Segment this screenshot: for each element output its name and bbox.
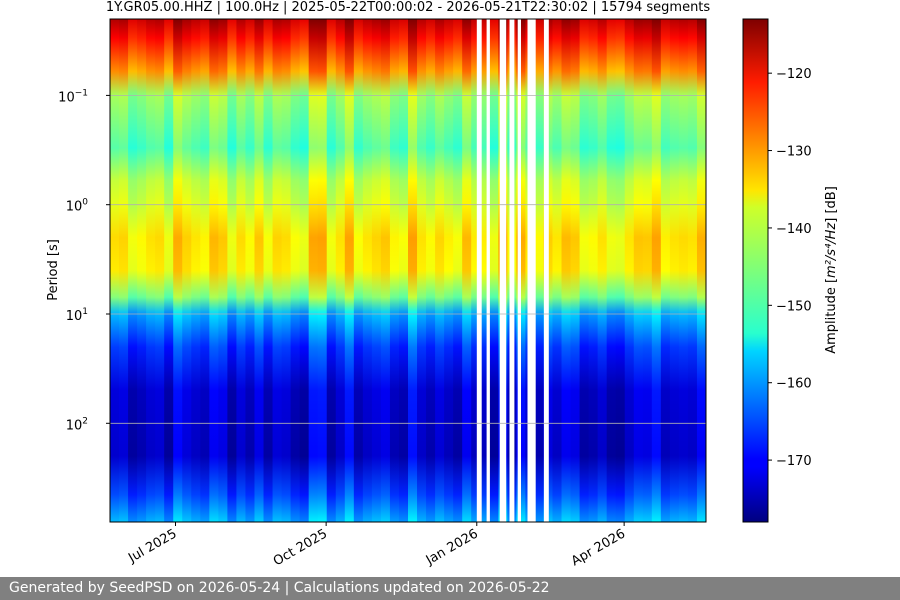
heatmap-column [371, 19, 382, 522]
colorbar-tick-label: −150 [776, 299, 812, 314]
plot-area [109, 18, 707, 523]
x-tick-label: Jul 2025 [125, 526, 179, 566]
heatmap-column [516, 19, 526, 522]
heatmap-column [444, 19, 454, 522]
heatmap-column [534, 19, 545, 522]
footer-text: Generated by SeedPSD on 2026-05-24 | Cal… [9, 580, 550, 596]
colorbar-label-suffix: ] [dB] [824, 186, 839, 223]
plot-frame [109, 18, 707, 523]
heatmap-column [687, 19, 698, 522]
heatmap-column [489, 19, 499, 522]
heatmap-column [660, 19, 671, 522]
colorbar-label-prefix: Amplitude [ [824, 278, 839, 354]
heatmap-column [263, 19, 274, 522]
heatmap-column [389, 19, 400, 522]
colorbar-scale [742, 18, 769, 523]
y-tick-label: 102 [66, 416, 88, 433]
heatmap-column [579, 19, 590, 522]
heatmap-column [669, 19, 680, 522]
heatmap-column [137, 19, 147, 522]
heatmap-column [110, 19, 120, 522]
colorbar-tick-label: −170 [776, 454, 812, 469]
y-tick-label: 101 [66, 307, 88, 324]
heatmap-column [272, 19, 283, 522]
heatmap-column [570, 19, 581, 522]
heatmap-column [696, 19, 706, 522]
data-gap [499, 19, 507, 522]
heatmap-column [462, 19, 472, 522]
footer-bar: Generated by SeedPSD on 2026-05-24 | Cal… [0, 577, 900, 600]
heatmap-column [173, 19, 183, 522]
data-gap [527, 19, 536, 522]
heatmap-column [651, 19, 662, 522]
colorbar-tick-label: −120 [776, 67, 812, 82]
heatmap-column [344, 19, 355, 522]
data-gap [486, 19, 490, 522]
heatmap-column [335, 19, 346, 522]
heatmap-column [435, 19, 445, 522]
heatmap-column [326, 19, 337, 522]
heatmap-column [281, 19, 292, 522]
heatmap-column [398, 19, 409, 522]
heatmap-column [245, 19, 256, 522]
heatmap-column [119, 19, 129, 522]
heatmap-column [236, 19, 247, 522]
grid-lines [110, 94, 706, 424]
heatmap-column [597, 19, 608, 522]
heatmap-column [308, 19, 319, 522]
heatmap-column [209, 19, 219, 522]
y-tick-label: 10−1 [58, 88, 88, 105]
heatmap-column [353, 19, 364, 522]
heatmap-column [552, 19, 563, 522]
heatmap-column [362, 19, 373, 522]
data-gap [509, 19, 515, 522]
x-tick-label: Oct 2025 [271, 526, 330, 569]
heatmap-column [408, 19, 418, 522]
colorbar-tick-label: −140 [776, 222, 812, 237]
heatmap-column [317, 19, 328, 522]
heatmap-column [606, 19, 617, 522]
heatmap-column [588, 19, 599, 522]
heatmap-column [227, 19, 238, 522]
heatmap-column [299, 19, 310, 522]
heatmap-column [615, 19, 626, 522]
heatmap-column [146, 19, 156, 522]
data-gap [543, 19, 549, 522]
colorbar: −120 −130 −140 −150 −160 −170 Amplitude [m²/s… [742, 18, 839, 523]
heatmap-column [155, 19, 165, 522]
heatmap-column [254, 19, 265, 522]
heatmap-column [480, 19, 490, 522]
heatmap-column [128, 19, 138, 522]
heatmap-column [191, 19, 201, 522]
heatmap-column [642, 19, 653, 522]
heatmap-column [426, 19, 436, 522]
y-axis-label: Period [s] [46, 239, 61, 301]
colorbar-label: Amplitude [m²/s⁴/Hz] [dB] [824, 186, 839, 354]
heatmap-column [453, 19, 463, 522]
heatmap-column [471, 19, 481, 522]
x-tick-label: Apr 2026 [569, 526, 628, 569]
psd-spectrogram-figure: 1Y.GR05.00.HHZ | 100.0Hz | 2025-05-22T00… [46, 0, 839, 569]
heatmap-column [200, 19, 210, 522]
heatmap-column [678, 19, 689, 522]
heatmap-column [290, 19, 301, 522]
data-gap [476, 19, 482, 522]
y-tick-label: 100 [66, 198, 89, 215]
heatmap-column [633, 19, 644, 522]
heatmap-column [417, 19, 427, 522]
chart-title: 1Y.GR05.00.HHZ | 100.0Hz | 2025-05-22T00… [106, 0, 711, 15]
heatmap-column [561, 19, 572, 522]
heatmap-column [164, 19, 174, 522]
data-gap [517, 19, 521, 522]
heatmap-column [380, 19, 391, 522]
colorbar-tick-label: −160 [776, 377, 812, 392]
heatmap-column [218, 19, 228, 522]
x-axis: Jul 2025 Oct 2025 Jan 2026 Apr 2026 [125, 522, 628, 569]
x-tick-label: Jan 2026 [423, 526, 481, 568]
colorbar-tick-label: −130 [776, 145, 812, 160]
colorbar-label-unit: m²/s⁴/Hz [824, 222, 839, 278]
heatmap-column [182, 19, 192, 522]
heatmap-column [624, 19, 635, 522]
y-axis: 10−1 100 101 102 [58, 88, 110, 433]
